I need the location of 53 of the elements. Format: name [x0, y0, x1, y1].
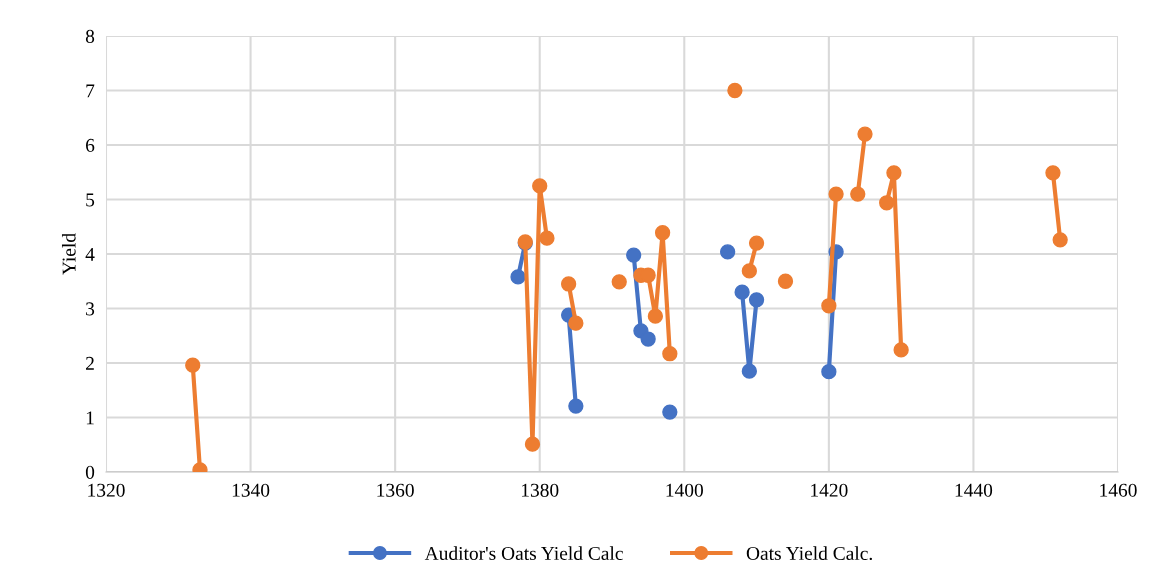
legend-label: Auditor's Oats Yield Calc: [424, 546, 623, 560]
x-tick-label: 1400: [666, 483, 703, 497]
y-tick-label: 0: [85, 465, 95, 479]
point: [654, 225, 671, 241]
y-tick-label: 6: [86, 138, 95, 152]
point: [850, 186, 866, 202]
x-tick-label: 1360: [377, 483, 414, 497]
x-tick-label: 1440: [955, 483, 993, 497]
point: [185, 357, 201, 373]
point: [626, 247, 642, 263]
y-tick-label: 4: [85, 247, 95, 261]
point: [748, 292, 765, 308]
point: [532, 178, 548, 194]
point: [748, 235, 765, 251]
point: [886, 165, 902, 181]
y-tick-label: 2: [86, 356, 94, 370]
point: [568, 398, 584, 414]
x-tick-label: 1320: [88, 483, 125, 497]
x-tick-label: 1420: [811, 483, 848, 497]
point: [777, 273, 794, 289]
point: [857, 126, 873, 142]
point: [821, 298, 837, 314]
point: [560, 276, 577, 292]
point: [1052, 232, 1068, 248]
point: [720, 244, 736, 260]
point: [1045, 165, 1061, 181]
point: [741, 363, 757, 379]
y-tick-label: 8: [85, 29, 95, 43]
point: [662, 346, 678, 362]
point: [821, 364, 837, 380]
y-axis-title: Yield: [61, 233, 76, 275]
point: [647, 308, 664, 324]
point: [741, 263, 757, 279]
x-tick-label: 1340: [232, 483, 270, 497]
x-tick-label: 1460: [1100, 483, 1137, 497]
point: [539, 230, 555, 246]
y-tick-label: 1: [86, 411, 94, 425]
point: [734, 284, 750, 300]
point: [828, 186, 844, 202]
legend-label: Oats Yield Calc.: [746, 546, 872, 561]
point: [879, 195, 895, 211]
y-tick-label: 7: [86, 84, 95, 98]
point: [524, 436, 541, 452]
point: [662, 404, 678, 420]
point: [727, 82, 743, 99]
x-tick-label: 1380: [521, 483, 559, 497]
y-tick-label: 5: [86, 193, 95, 207]
point: [611, 274, 627, 290]
point: [640, 331, 656, 347]
point: [893, 342, 909, 358]
point: [568, 315, 584, 331]
y-tick-label: 3: [86, 302, 95, 316]
point: [510, 269, 526, 285]
